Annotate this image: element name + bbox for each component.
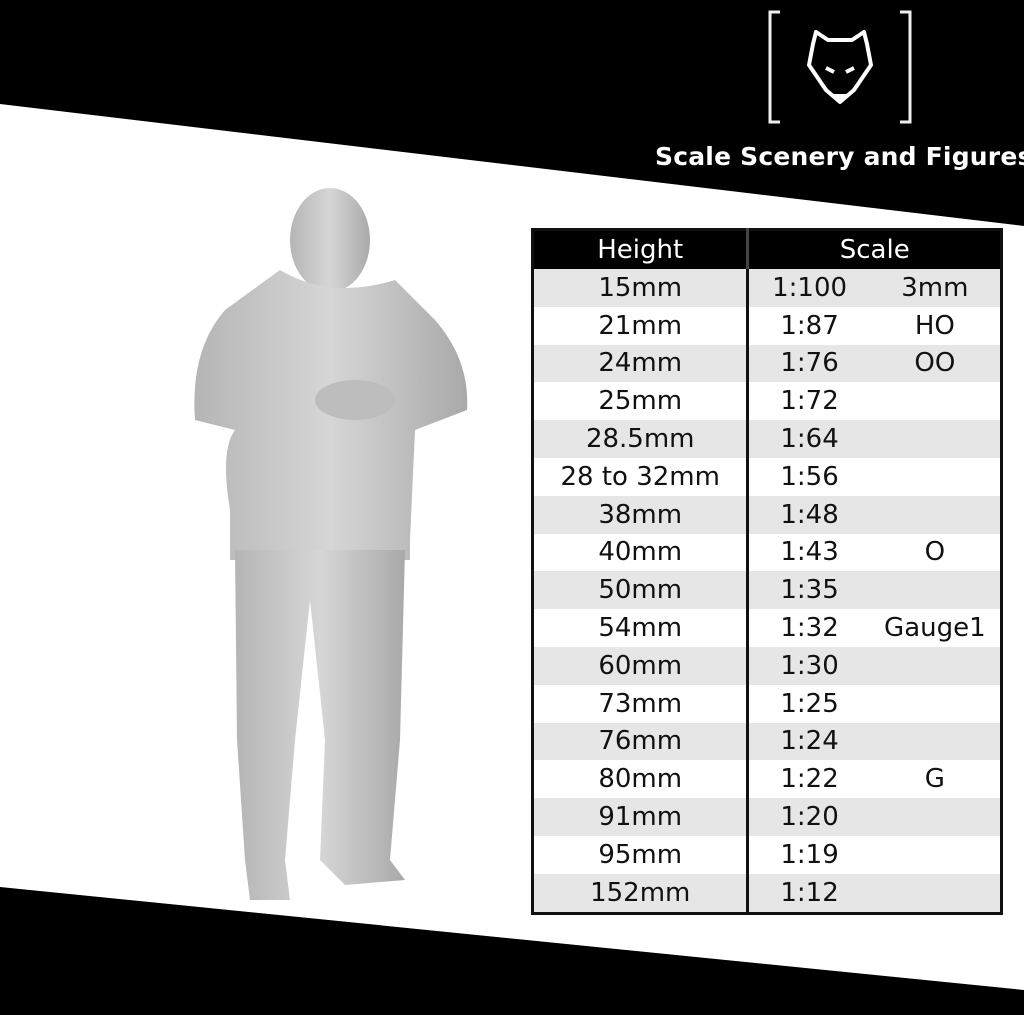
table-row: 25mm 1:72	[532, 382, 1002, 421]
table-row: 24mm 1:76 OO	[532, 344, 1002, 383]
scale-cell: 1:76	[747, 344, 870, 383]
gauge-cell: O	[869, 533, 1002, 572]
gauge-cell	[869, 646, 1002, 685]
table-row: 50mm 1:35	[532, 571, 1002, 610]
height-cell: 54mm	[532, 609, 750, 647]
height-cell: 80mm	[532, 760, 750, 799]
gauge-cell	[869, 835, 1002, 874]
gauge-cell: 3mm	[869, 269, 1002, 307]
header-scale: Scale	[747, 229, 1002, 269]
table-row: 152mm 1:12	[532, 873, 1002, 914]
gauge-cell	[869, 722, 1002, 761]
gauge-cell	[869, 571, 1002, 610]
table-row: 38mm 1:48	[532, 495, 1002, 534]
table-row: 15mm 1:100 3mm	[532, 269, 1002, 307]
gauge-cell: G	[869, 760, 1002, 799]
height-cell: 40mm	[532, 533, 750, 572]
table-row: 54mm 1:32 Gauge1	[532, 609, 1002, 647]
gauge-cell	[869, 798, 1002, 836]
scale-cell: 1:12	[747, 873, 870, 914]
scale-cell: 1:19	[747, 835, 870, 874]
gauge-cell	[869, 382, 1002, 421]
height-cell: 28.5mm	[532, 420, 750, 458]
table-row: 91mm 1:20	[532, 798, 1002, 836]
table-row: 28 to 32mm 1:56	[532, 457, 1002, 496]
brand-name: Scale Scenery and Figures	[655, 142, 1024, 171]
scale-cell: 1:56	[747, 457, 870, 496]
height-cell: 15mm	[532, 269, 750, 307]
height-cell: 25mm	[532, 382, 750, 421]
scale-cell: 1:48	[747, 495, 870, 534]
height-cell: 38mm	[532, 495, 750, 534]
gauge-cell: HO	[869, 306, 1002, 345]
table-row: 76mm 1:24	[532, 722, 1002, 761]
scale-cell: 1:35	[747, 571, 870, 610]
table-row: 21mm 1:87 HO	[532, 306, 1002, 345]
height-cell: 21mm	[532, 306, 750, 345]
table-row: 73mm 1:25	[532, 684, 1002, 723]
scale-cell: 1:100	[747, 269, 870, 307]
wolf-head-icon	[768, 10, 912, 124]
table-row: 28.5mm 1:64	[532, 420, 1002, 458]
scale-cell: 1:22	[747, 760, 870, 799]
table-row: 60mm 1:30	[532, 646, 1002, 685]
table-row: 80mm 1:22 G	[532, 760, 1002, 799]
height-cell: 24mm	[532, 344, 750, 383]
gauge-cell	[869, 495, 1002, 534]
height-cell: 50mm	[532, 571, 750, 610]
scale-cell: 1:43	[747, 533, 870, 572]
top-black-band	[0, 0, 1024, 226]
height-cell: 73mm	[532, 684, 750, 723]
scale-cell: 1:20	[747, 798, 870, 836]
figure-image	[194, 188, 468, 900]
scale-cell: 1:87	[747, 306, 870, 345]
height-cell: 91mm	[532, 798, 750, 836]
header-height: Height	[532, 229, 750, 269]
height-cell: 28 to 32mm	[532, 457, 750, 496]
gauge-cell: Gauge1	[869, 609, 1002, 647]
gauge-cell	[869, 457, 1002, 496]
height-cell: 95mm	[532, 835, 750, 874]
height-cell: 76mm	[532, 722, 750, 761]
table-row: 40mm 1:43 O	[532, 533, 1002, 572]
table-row: 95mm 1:19	[532, 835, 1002, 874]
table-header-row: Height Scale	[532, 229, 1002, 269]
scale-cell: 1:30	[747, 646, 870, 685]
height-cell: 60mm	[532, 646, 750, 685]
gauge-cell	[869, 420, 1002, 458]
height-cell: 152mm	[532, 873, 750, 914]
scale-cell: 1:72	[747, 382, 870, 421]
scale-cell: 1:24	[747, 722, 870, 761]
scale-cell: 1:64	[747, 420, 870, 458]
gauge-cell: OO	[869, 344, 1002, 383]
gauge-cell	[869, 684, 1002, 723]
bottom-black-band	[0, 887, 1024, 1015]
scale-table: Height Scale 15mm 1:100 3mm 21mm 1:87 HO 24mm 1…	[531, 228, 1003, 915]
scale-cell: 1:32	[747, 609, 870, 647]
scale-cell: 1:25	[747, 684, 870, 723]
gauge-cell	[869, 873, 1002, 914]
